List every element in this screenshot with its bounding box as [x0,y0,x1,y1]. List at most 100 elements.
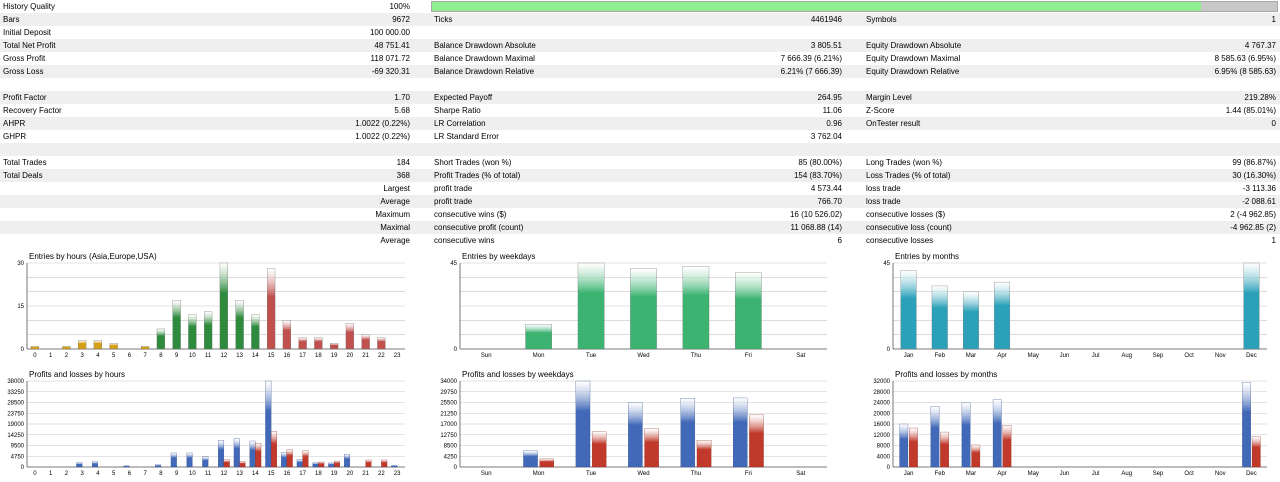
loss-bar [749,414,764,468]
history-quality-value: 100% [389,2,410,11]
bar [141,345,150,350]
z-score-value: 1.44 (85.01%) [1225,106,1276,115]
y-tick-label: 8000 [877,444,891,450]
bar [282,320,291,350]
pl-months-title: Profits and losses by months [895,370,998,379]
x-tick-label: Sat [796,353,805,359]
balance-dd-rel-label: Balance Drawdown Relative [434,67,535,76]
long-trades-label: Long Trades (won %) [866,158,943,167]
ahpr-label: AHPR [3,119,26,128]
y-tick-label: 38000 [7,379,24,385]
loss-bar [365,459,372,468]
bar [682,266,710,350]
z-score-label: Z-Score [866,106,895,115]
loss-bar [1002,425,1012,468]
max-consec-losses-value: 2 (-4 962.85) [1230,210,1276,219]
maximal-consec-profit-label: consecutive profit (count) [434,223,524,232]
y-tick-label: 32000 [873,379,890,385]
x-tick-label: Sep [1153,471,1164,477]
x-tick-label: 14 [252,471,259,477]
empty-cell [866,26,1116,39]
x-tick-label: Oct [1184,353,1194,359]
empty-cell [3,78,183,91]
short-trades-value: 85 (80.00%) [798,158,842,167]
profit-factor-label: Profit Factor [3,93,47,102]
sharpe-ratio-label: Sharpe Ratio [434,106,481,115]
max-consec-wins-label: consecutive wins ($) [434,210,507,219]
profit-bar [249,440,256,468]
pl-months-plot: 0 4000 8000 12000 16000 20000 24000 28000 32000 J… [873,379,1267,477]
recovery-factor-label: Recovery Factor [3,106,62,115]
average-loss-value: -2 088.61 [1242,197,1276,206]
pl-weekdays-chart: Profits and losses by weekdays 0 4250 8500 1… [427,368,837,482]
x-tick-label: Tue [586,353,597,359]
x-tick-label: 21 [362,471,369,477]
x-tick-label: 15 [268,471,275,477]
lr-std-error-label: LR Standard Error [434,132,499,141]
x-tick-label: Jun [1060,353,1070,359]
x-tick-label: 7 [143,471,147,477]
profit-bar [76,462,83,468]
x-tick-label: 2 [65,471,69,477]
bar [962,291,979,350]
x-tick-label: 14 [252,353,259,359]
x-tick-label: 16 [284,471,291,477]
profit-bar [186,452,193,468]
x-tick-label: 11 [205,353,212,359]
bar [235,300,244,350]
x-tick-label: 7 [143,353,147,359]
bar [1243,262,1260,350]
loss-bar [909,427,918,468]
y-tick-label: 20000 [873,411,890,417]
x-tick-label: 17 [299,353,306,359]
empty-cell [3,182,183,195]
bars-label: Bars [3,15,20,24]
ontester-value: 0 [1271,119,1276,128]
empty-cell [866,143,1116,156]
margin-level-value: 219.28% [1244,93,1276,102]
bar [630,268,657,350]
bars-value: 9672 [392,15,410,24]
x-tick-label: 5 [112,471,116,477]
x-tick-label: 20 [347,353,354,359]
x-tick-label: Mar [966,471,976,477]
entries-weekdays-chart: Entries by weekdays 0 45 Sun Mon Tue Wed Thu Fri… [427,250,837,363]
y-tick-label: 12000 [873,433,890,439]
ontester-label: OnTester result [866,119,921,128]
bar [377,337,386,350]
lr-correlation-label: LR Correlation [434,119,486,128]
empty-cell [434,26,704,39]
y-tick-label: 15 [17,304,24,310]
x-tick-label: 23 [394,471,401,477]
loss-bar [270,431,277,468]
recovery-factor-value: 5.68 [394,106,410,115]
report-row: Maximal consecutive profit (count) 11 068.… [0,221,1280,234]
x-tick-label: 9 [175,471,179,477]
bar [525,324,552,350]
bar [931,285,948,350]
x-tick-label: Thu [691,353,701,359]
x-tick-label: Sun [481,353,492,359]
max-consec-wins-value: 16 (10 526.02) [789,210,842,219]
balance-dd-abs-value: 3 805.51 [810,41,842,50]
y-tick-label: 19000 [7,422,24,428]
loss-bar [539,458,554,468]
average-label: Average [380,197,410,206]
pl-weekdays-title: Profits and losses by weekdays [462,370,574,379]
gross-loss-value: -69 320.31 [371,67,410,76]
x-tick-label: 3 [80,353,84,359]
x-tick-label: Mar [966,353,976,359]
report-row: Recovery Factor 5.68 Sharpe Ratio 11.06 Z-Sc… [0,104,1280,117]
ticks-value: 4461946 [810,15,842,24]
profit-trades-value: 154 (83.70%) [793,171,842,180]
profit-bar [281,452,288,468]
empty-cell [1123,143,1276,156]
x-tick-label: Wed [637,353,649,359]
total-net-profit-value: 48 751.41 [374,41,410,50]
x-tick-label: 1 [49,471,53,477]
empty-cell [280,78,410,91]
y-tick-label: 28000 [873,390,890,396]
x-tick-label: Thu [691,471,701,477]
y-tick-label: 34000 [440,379,457,385]
